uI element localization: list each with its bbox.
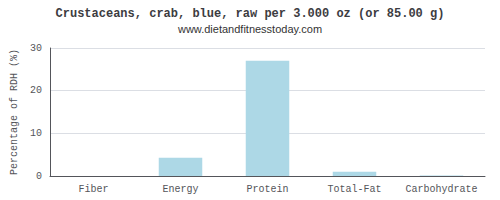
svg-text:10: 10 [30,128,42,139]
svg-text:www.dietandfitnesstoday.com: www.dietandfitnesstoday.com [177,23,322,35]
svg-text:Crustaceans, crab, blue, raw p: Crustaceans, crab, blue, raw per 3.000 o… [56,7,445,21]
svg-text:Carbohydrate: Carbohydrate [405,184,477,195]
svg-text:Protein: Protein [246,184,288,195]
svg-text:Energy: Energy [162,184,198,195]
svg-text:30: 30 [30,43,42,54]
svg-text:Fiber: Fiber [78,184,108,195]
svg-text:20: 20 [30,85,42,96]
svg-text:Percentage of RDH (%): Percentage of RDH (%) [9,49,20,175]
svg-text:0: 0 [36,171,42,182]
svg-text:Total-Fat: Total-Fat [327,184,381,195]
